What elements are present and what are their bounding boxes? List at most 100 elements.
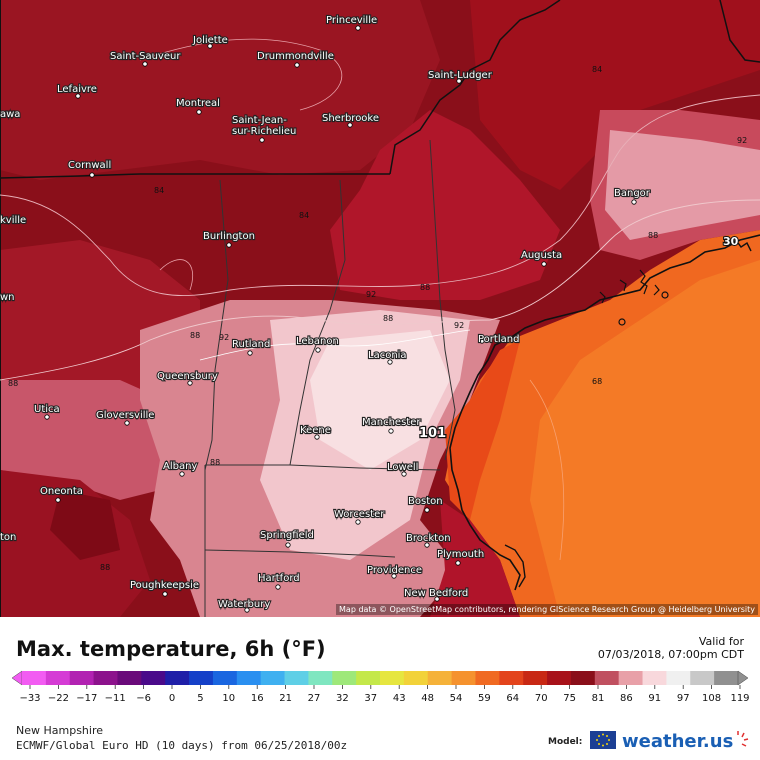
scale-tick-label: 81 [592,693,605,704]
scale-swatch [69,671,95,685]
scale-tick-label: 86 [620,693,633,704]
scale-swatch [690,671,715,685]
border-canada-us [0,173,390,179]
color-scale: −33 −22 −17 −11 −6 0 5 10 16 21 27 32 37 43 48 54 59 64 70… [11,670,750,704]
scale-tick-label: 16 [251,693,264,704]
island [618,318,626,326]
city-label-oneonta: Oneonta [40,486,83,497]
map-title: Max. temperature, 6h (°F) [16,637,326,661]
isotherm-92 [199,329,471,361]
scale-swatch [427,671,453,685]
cape-cod [504,544,526,588]
iso-label: 92 [219,333,229,342]
border-ny-vt [204,179,229,471]
scale-swatch [642,671,667,685]
scale-swatch [117,671,142,685]
eu-stars-icon [596,733,610,747]
coastline-islands-2 [599,269,660,304]
scale-swatch [380,671,405,685]
scale-swatch [236,671,262,685]
iso-label: 88 [420,283,430,292]
scale-tick-label: 43 [393,693,406,704]
weather-map[interactable]: 84 92 88 84 84 92 88 88 92 88 92 88 68 8… [0,0,760,617]
city-label-sherbrooke: Sherbrooke [322,113,379,124]
scale-tick-label: 54 [450,693,463,704]
max-value-marker: 101 [419,426,446,441]
city-label-saint-jean: Saint-Jean- [232,115,287,126]
city-label-sur-richelieu: sur-Richelieu [232,126,296,137]
iso-label: 88 [648,231,658,240]
city-label-montreal: Montreal [176,98,220,109]
scale-tick-label: 32 [336,693,349,704]
model-run-info: ECMWF/Global Euro HD (10 days) from 06/2… [16,739,348,752]
scale-tick-label: 70 [535,693,548,704]
scale-swatch [260,671,286,685]
temperature-map-canvas: 84 92 88 84 84 92 88 88 92 88 92 88 68 8… [0,0,760,617]
iso-label: 88 [383,314,393,323]
scale-tick-label: 75 [563,693,576,704]
scale-tick-label: 64 [506,693,519,704]
scale-tick-label: 21 [279,693,292,704]
scale-swatch [523,671,548,685]
scale-tick-label: −11 [105,693,126,704]
scale-arrow-right [737,670,749,686]
city-label-drummondville: Drummondville [257,51,334,62]
color-scale-bar [11,670,749,686]
temp-zone-catskills [50,490,120,560]
temp-zone-nh-north [330,110,560,300]
valid-time: 07/03/2018, 07:00pm CDT [597,648,744,661]
city-label-lebanon: Lebanon [296,336,339,347]
iso-label: 88 [100,563,110,572]
scale-swatch [332,671,357,685]
ocean-zone-coast [445,340,520,520]
city-label-hartford: Hartford [258,573,300,584]
isotherm-84 [0,94,760,297]
scale-swatch [618,671,644,685]
scale-swatch [93,671,118,685]
scale-swatch [284,671,309,685]
coastline [449,234,760,591]
city-label-brockton: Brockton [406,533,451,544]
city-label-gloversville: Gloversville [96,410,154,421]
scale-tick-label: 5 [197,693,203,704]
valid-time-block: Valid for 07/03/2018, 07:00pm CDT [598,635,744,661]
sun-rays-icon [737,731,749,747]
temp-zone-north [0,0,440,180]
scale-swatch [356,671,381,685]
city-label-rutland: Rutland [232,339,270,350]
scale-tick-label: 119 [730,693,749,704]
eu-flag-icon [590,731,616,749]
city-label-laconia: Laconia [368,350,407,361]
city-label-burlington: Burlington [203,231,255,242]
map-attribution: Map data © OpenStreetMap contributors, r… [336,604,758,615]
city-label-partial-wn: wn [0,292,15,303]
scale-swatch [594,671,620,685]
city-label-cornwall: Cornwall [68,160,111,171]
iso-label: 84 [154,186,164,195]
model-label: Model: [548,737,583,747]
scale-tick-label: 10 [222,693,235,704]
scale-swatch [212,671,238,685]
city-label-manchester: Manchester [362,417,421,428]
border-maine-nb [719,0,760,63]
city-label-joliette: Joliette [192,35,228,46]
scale-tick-label: −22 [48,693,69,704]
scale-swatch [451,671,476,685]
city-label-worcester: Worcester [334,509,385,520]
scale-tick-label: 0 [169,693,175,704]
scale-arrow-left [11,670,23,686]
isotherm-minor [139,38,343,291]
scale-tick-label: 27 [308,693,321,704]
scale-tick-label: −17 [76,693,97,704]
scale-swatch [22,671,47,685]
scale-tick-label: 97 [677,693,690,704]
iso-label: 88 [210,458,220,467]
city-label-poughkeepsie: Poughkeepsie [130,580,199,591]
weather-us-logo[interactable]: weather.us [588,727,758,755]
legend-panel: Max. temperature, 6h (°F) Valid for 07/0… [0,617,760,760]
region-name: New Hampshire [16,724,104,737]
border-ma-north [205,464,441,471]
city-label-saint-ludger: Saint-Ludger [428,70,493,81]
city-label-lowell: Lowell [387,462,418,473]
scale-swatch [45,671,71,685]
